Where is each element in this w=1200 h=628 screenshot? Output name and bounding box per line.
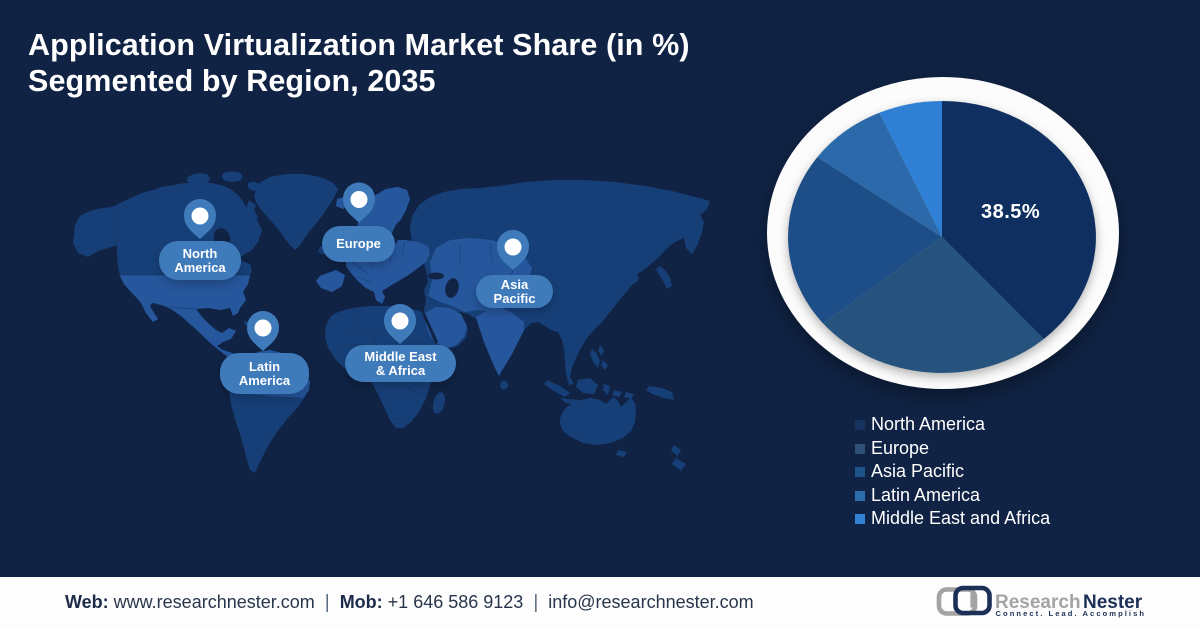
svg-text:Research: Research xyxy=(995,592,1081,613)
svg-text:Connect. Lead. Accomplish: Connect. Lead. Accomplish xyxy=(996,609,1147,618)
svg-text:Nester: Nester xyxy=(1083,592,1143,613)
